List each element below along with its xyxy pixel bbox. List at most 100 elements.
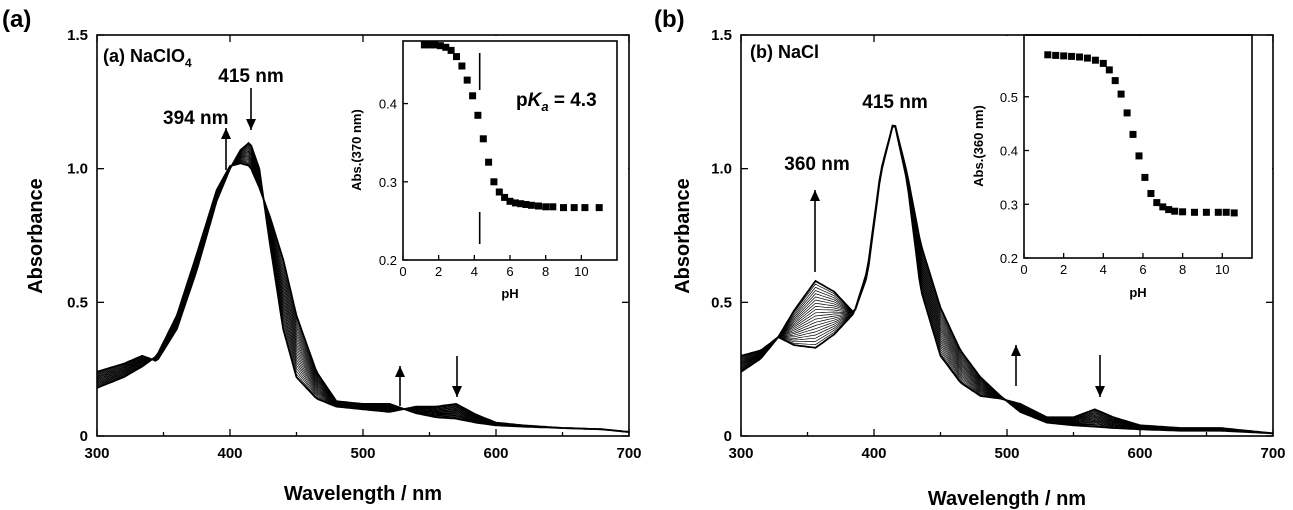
inset-y-tick-label-0.2: 0.2 [1000, 251, 1018, 266]
inset-x-tick-label-10: 10 [574, 264, 588, 279]
inset-data-point [1214, 208, 1222, 216]
inset-x-tick-label-2: 2 [1060, 262, 1067, 277]
y-axis-label-b: Absorbance [672, 178, 694, 294]
annotation-415-nm: 415 nm [862, 92, 927, 113]
inset-y-tick-label-0.4: 0.4 [379, 97, 397, 112]
inset-data-point [535, 202, 542, 210]
x-tick-label-300: 300 [728, 445, 753, 462]
inset-plot-frame-b [1023, 34, 1253, 259]
panel-title-b: (b) NaCl [750, 42, 819, 62]
pka-value: = 4.3 [549, 90, 597, 111]
inset-data-point [1099, 59, 1107, 67]
inset-data-point [560, 204, 567, 212]
down-arrow-415-head [246, 119, 256, 130]
inset-x-tick-label-2: 2 [435, 264, 442, 279]
pka-p: p [516, 90, 528, 111]
inset-x-tick-label-8: 8 [1179, 262, 1186, 277]
inset-data-point [595, 204, 603, 212]
inset-data-point [1222, 208, 1230, 216]
spectra-b [740, 124, 1274, 435]
x-tick-label-500: 500 [994, 445, 1019, 462]
y-tick-label-1.5: 1.5 [67, 27, 88, 44]
down-arrow-570-head [452, 386, 462, 397]
inset-data-point [522, 201, 530, 208]
inset-data-point [501, 193, 509, 201]
inset-data-point [458, 62, 466, 70]
inset-data-point [1147, 190, 1155, 197]
inset-x-tick-label-0: 0 [1020, 262, 1027, 277]
inset-data-point [549, 203, 557, 211]
inset-markers-a: 0 2 4 6 8 10 0.2 0.3 0.4 [379, 41, 603, 279]
inset-b: 0 2 4 6 8 10 0.2 0.3 0.4 0.5 pH Abs.(360 nm) [962, 34, 1272, 300]
inset-frame-b [962, 36, 1272, 282]
inset-data-point [1159, 203, 1167, 211]
inset-data-point [485, 158, 493, 166]
inset-data-point [1060, 52, 1068, 60]
inset-x-label-b: pH [1129, 285, 1146, 300]
x-axis-label-a: Wavelength / nm [284, 483, 442, 505]
inset-y-tick-label-0.3: 0.3 [1000, 197, 1018, 212]
panel-b: 300 400 500 600 700 0 0.5 1.0 1.5 Wavelength / n… [672, 27, 1286, 510]
x-tick-label-600: 600 [1127, 445, 1152, 462]
inset-x-label-a: pH [501, 286, 518, 301]
annotation-394-nm: 394 nm [163, 108, 228, 129]
inset-data-point [1165, 206, 1173, 214]
inset-data-point [431, 41, 439, 49]
inset-data-point [542, 203, 550, 211]
inset-x-tick-label-4: 4 [471, 264, 478, 279]
y-axis-label-a: Absorbance [25, 178, 47, 294]
inset-data-point [420, 41, 428, 49]
inset-data-point [1068, 52, 1076, 60]
inset-data-point [469, 92, 477, 100]
inset-data-point [1111, 77, 1119, 85]
inset-data-point [581, 204, 589, 212]
inset-markers-b: 0 2 4 6 8 10 0.2 0.3 0.4 0.5 [1000, 51, 1238, 277]
inset-x-tick-label-10: 10 [1215, 262, 1229, 277]
x-tick-label-700: 700 [616, 445, 641, 462]
x-tick-label-300: 300 [84, 445, 109, 462]
x-tick-label-600: 600 [483, 445, 508, 462]
up-arrow-504-head [1011, 345, 1021, 356]
inset-y-tick-label-0.4: 0.4 [1000, 144, 1018, 159]
axes-a: 300 400 500 600 700 0 0.5 1.0 1.5 [67, 27, 641, 462]
pka-k: K [528, 90, 543, 111]
spectrum-line-22 [740, 124, 1274, 435]
y-tick-label-1.0: 1.0 [711, 161, 732, 178]
x-tick-label-400: 400 [861, 445, 886, 462]
inset-x-tick-label-6: 6 [506, 264, 513, 279]
inset-data-point [570, 204, 578, 212]
inset-data-point [447, 46, 455, 54]
annotation-415-nm: 415 nm [218, 66, 283, 87]
inset-data-point [453, 53, 460, 61]
inset-data-point [463, 76, 471, 84]
x-axis-label-b: Wavelength / nm [928, 488, 1086, 510]
inset-data-point [1171, 207, 1179, 215]
inset-data-point [1129, 130, 1137, 138]
inset-data-point [1191, 208, 1198, 216]
panel-title-a: (a) NaClO4 [103, 46, 192, 70]
inset-data-point [1083, 54, 1091, 62]
y-tick-label-1.0: 1.0 [67, 161, 88, 178]
pka-sub: a [541, 99, 548, 114]
x-tick-label-700: 700 [1260, 445, 1285, 462]
inset-data-point [426, 41, 434, 49]
inset-x-tick-label-0: 0 [399, 264, 406, 279]
inset-data-point [474, 111, 482, 119]
inset-x-tick-label-8: 8 [542, 264, 549, 279]
inset-data-point [517, 200, 525, 208]
inset-data-point [1202, 208, 1210, 216]
annotation-360-nm: 360 nm [784, 154, 849, 175]
inset-a: 0 2 4 6 8 10 0.2 0.3 0.4 pH Abs.(370 nm) pKa = 4… [349, 36, 628, 301]
inset-x-tick-label-4: 4 [1100, 262, 1107, 277]
inset-x-tick-label-6: 6 [1139, 262, 1146, 277]
inset-frame-a [368, 36, 628, 282]
up-arrow-394-head [221, 128, 231, 139]
inset-y-tick-label-0.5: 0.5 [1000, 90, 1018, 105]
inset-data-point [436, 42, 444, 50]
up-arrow-356-head [810, 190, 820, 201]
inset-data-point [479, 135, 487, 143]
inset-data-point [442, 43, 450, 51]
y-tick-label-0.5: 0.5 [711, 294, 732, 311]
panel-title-a-main: (a) NaClO [103, 46, 185, 66]
y-tick-label-0: 0 [724, 428, 732, 445]
